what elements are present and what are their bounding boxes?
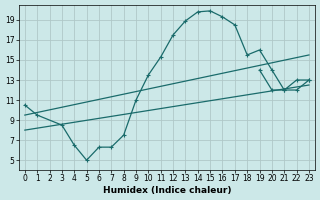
X-axis label: Humidex (Indice chaleur): Humidex (Indice chaleur)	[103, 186, 231, 195]
